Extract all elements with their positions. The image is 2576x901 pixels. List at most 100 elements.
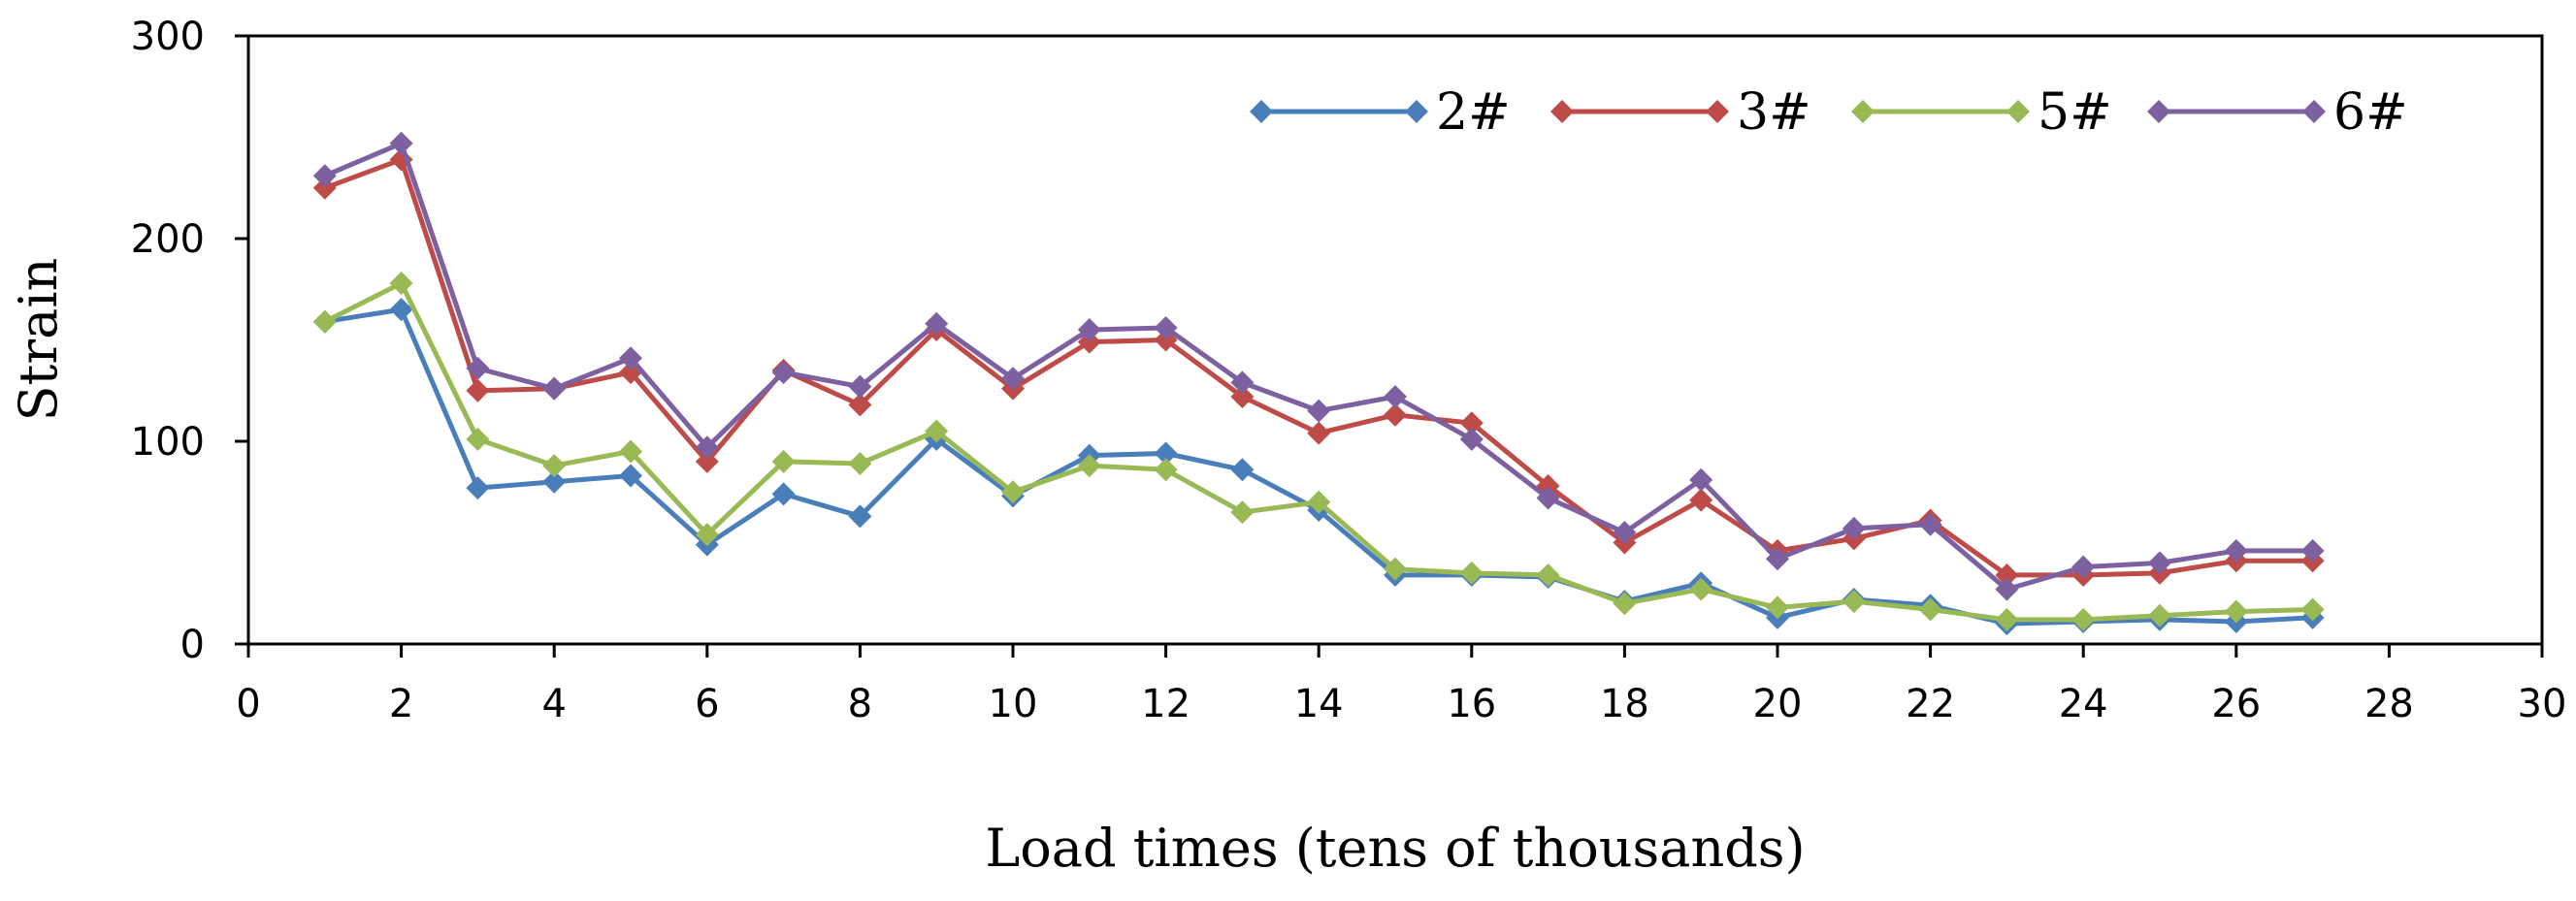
legend-marker [1851,100,1875,123]
x-tick-label: 14 [1294,682,1344,726]
series-3 [312,131,2325,601]
legend-marker [1250,100,1273,123]
data-point [2224,538,2248,563]
data-point [619,346,642,370]
legend-label: 2# [1436,83,1511,142]
data-point [695,523,719,547]
x-tick-label: 24 [2059,682,2108,726]
data-point [1766,547,1789,571]
x-axis-title: Load times (tens of thousands) [985,818,1805,879]
data-point [1613,592,1637,616]
data-point [2148,603,2171,627]
data-point [312,164,337,188]
x-tick-label: 4 [541,682,566,726]
data-point [1384,557,1407,581]
data-point [1918,512,1942,536]
y-axis-ticks: 0 100 200 300 [131,15,248,667]
x-tick-label: 10 [989,682,1038,726]
data-point [1230,458,1255,482]
data-point [1384,402,1407,427]
data-point [466,378,490,402]
y-tick-label: 100 [131,420,205,465]
data-point [1689,577,1713,601]
data-point [1459,561,1484,585]
data-point [389,271,413,295]
data-point [619,439,642,464]
data-point [1001,367,1025,391]
x-tick-label: 0 [236,682,260,726]
data-point [1995,577,2019,601]
data-point [1536,563,1560,587]
data-point [1536,486,1560,510]
legend-item: 5# [1851,83,2112,142]
data-point [1307,399,1331,423]
series-2 [312,271,2325,631]
x-tick-label: 26 [2211,682,2261,726]
data-point [1995,563,2019,587]
x-tick-label: 18 [1600,682,1649,726]
legend-item: 3# [1550,83,1811,142]
data-point [925,419,949,443]
legend-label: 3# [1737,83,1811,142]
data-point [312,309,337,334]
data-point [848,451,872,475]
x-axis-ticks: 0 2 4 6 8 10 12 14 16 18 20 22 24 26 28 30 [236,644,2566,726]
data-point [1154,458,1178,482]
data-point [542,376,567,401]
x-tick-label: 28 [2364,682,2414,726]
data-point [1459,427,1484,451]
x-tick-label: 2 [389,682,413,726]
data-point [695,435,719,460]
data-point [1001,480,1025,504]
x-tick-label: 20 [1753,682,1803,726]
data-point [466,427,490,451]
data-point [389,131,413,155]
data-point [771,360,796,384]
data-point [1230,500,1255,525]
data-point [848,374,872,399]
legend-marker [1405,100,1428,123]
x-tick-label: 6 [695,682,719,726]
legend-label: 6# [2333,83,2408,142]
data-point [1077,454,1101,478]
data-point [542,454,567,478]
data-point [1077,318,1101,342]
x-tick-label: 30 [2518,682,2567,726]
legend-item: 2# [1250,83,1511,142]
data-point [2224,599,2248,624]
y-tick-label: 0 [180,623,205,667]
data-point [848,393,872,417]
data-point [1918,597,1942,622]
data-point [466,356,490,380]
data-point [542,469,567,494]
x-tick-label: 8 [848,682,872,726]
data-point [771,449,796,473]
legend-item: 6# [2147,83,2408,142]
data-point [925,311,949,336]
legend-marker [1550,100,1574,123]
plot-area [246,34,2544,646]
data-point [389,298,413,322]
data-point [619,464,642,488]
data-point [1307,490,1331,514]
data-point [2071,607,2096,631]
legend-marker [2147,100,2170,123]
data-point [2300,597,2325,622]
data-point [1995,607,2019,631]
data-point [1307,421,1331,445]
data-point [466,476,490,500]
data-point [1230,370,1255,395]
data-point [1459,411,1484,435]
legend-marker [2302,100,2326,123]
legend-marker [1706,100,1729,123]
legend-label: 5# [2038,83,2112,142]
data-point [1613,521,1637,545]
y-axis-title: Strain [8,258,69,422]
legend-marker [2006,100,2030,123]
data-point [1842,516,1866,540]
data-point [312,176,337,200]
x-tick-label: 22 [1906,682,1955,726]
data-point [1384,385,1407,409]
data-point [771,482,796,506]
